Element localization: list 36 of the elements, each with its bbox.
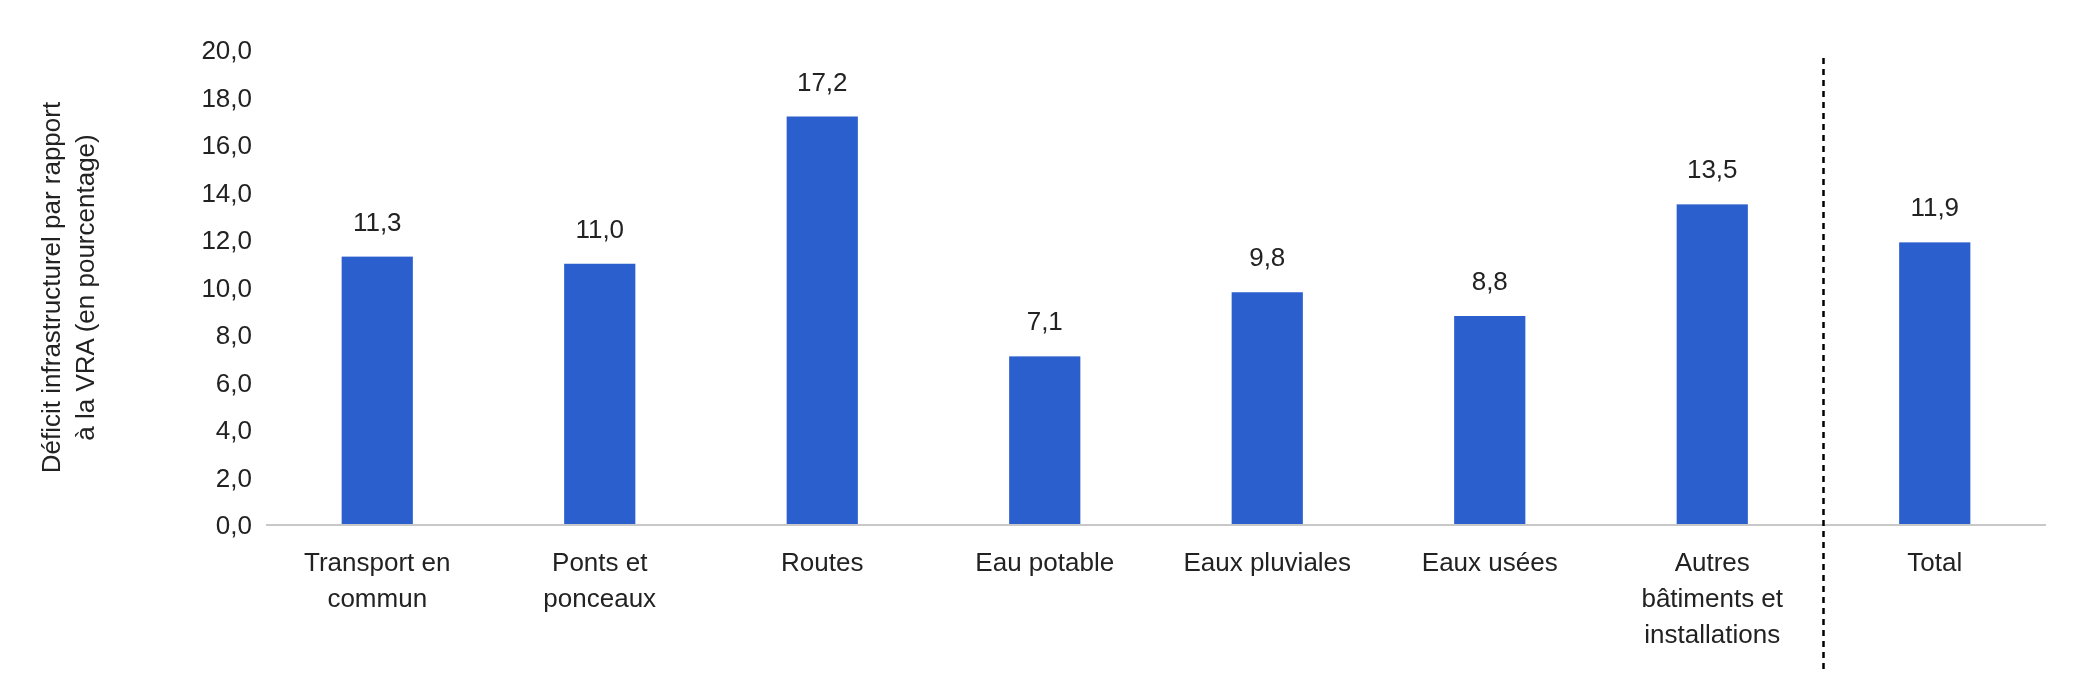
y-tick-label: 20,0 — [201, 35, 252, 66]
x-tick-label: Total — [1907, 547, 1963, 577]
x-tick-label: Eaux pluviales — [1183, 547, 1352, 577]
data-label: 11,3 — [352, 206, 402, 237]
x-tick-label: Eau potable — [975, 547, 1115, 577]
y-tick-label: 16,0 — [201, 130, 252, 161]
y-axis-title: Déficit infrastructurel par rapport à la VRA (en pourcentage) — [36, 101, 100, 474]
data-label: 11,9 — [1910, 192, 1960, 223]
y-tick-label: 0,0 — [215, 510, 252, 541]
y-tick-label: 8,0 — [215, 320, 252, 351]
bar — [1899, 242, 1971, 525]
y-tick-label: 6,0 — [215, 367, 252, 398]
data-label: 17,2 — [796, 66, 848, 97]
y-tick-label: 2,0 — [215, 462, 252, 493]
y-tick-label: 12,0 — [201, 225, 252, 256]
data-label: 9,8 — [1249, 242, 1286, 273]
bar — [1676, 204, 1748, 525]
bar — [1231, 292, 1303, 525]
y-tick-label: 4,0 — [215, 415, 252, 446]
bar — [564, 263, 636, 525]
x-tick-label: Eaux usées — [1421, 547, 1558, 577]
x-tick-label: Transport en commun — [304, 547, 451, 613]
y-tick-label: 14,0 — [201, 177, 252, 208]
y-tick-label: 10,0 — [201, 272, 252, 303]
data-label: 11,0 — [575, 213, 625, 244]
y-tick-label: 18,0 — [201, 82, 252, 113]
x-tick-label: Ponts et ponceaux — [543, 547, 657, 613]
bar — [341, 256, 413, 525]
data-label: 7,1 — [1026, 306, 1063, 337]
bar — [1009, 356, 1081, 525]
data-label: 13,5 — [1686, 154, 1738, 185]
x-tick-label: Autres bâtiments et installations — [1641, 547, 1784, 649]
x-tick-label: Routes — [781, 547, 864, 577]
bar — [1454, 316, 1526, 525]
bar — [786, 116, 858, 525]
data-label: 8,8 — [1471, 266, 1508, 296]
